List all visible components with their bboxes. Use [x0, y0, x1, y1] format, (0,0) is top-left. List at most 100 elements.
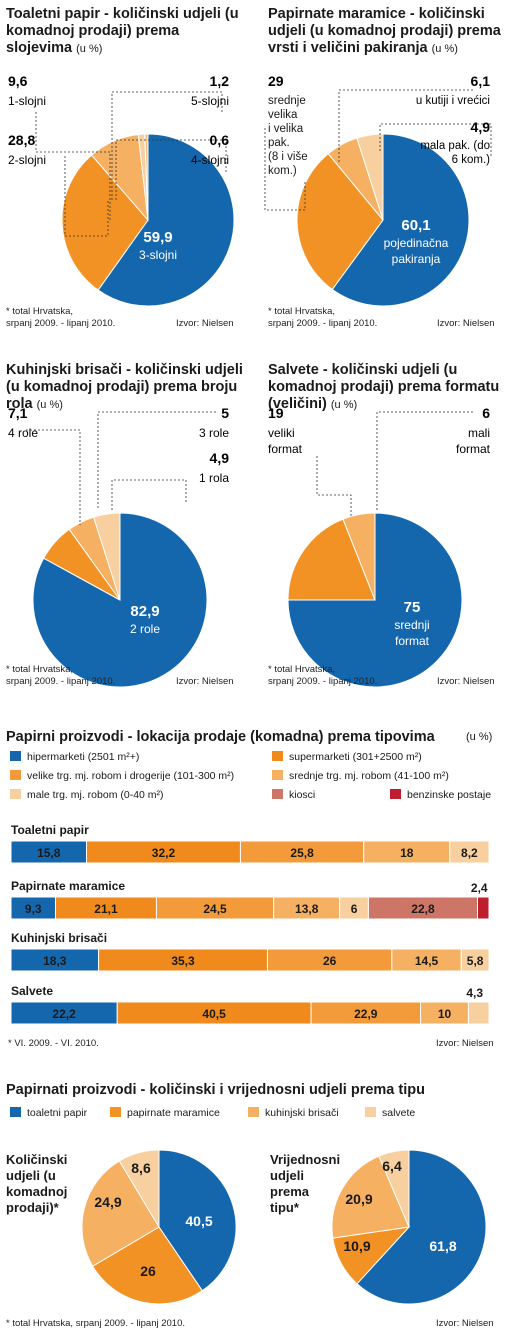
brisaci-title: Kuhinjski brisači - količinski udjeli (u… — [6, 362, 243, 412]
legend-toaletni: toaletni papir — [10, 1107, 87, 1119]
svg-text:pak.: pak. — [268, 137, 290, 149]
vrijednosni-val-1: 61,8 — [429, 1238, 456, 1254]
bar-value-label: 22,9 — [354, 1007, 378, 1021]
legend-kiosci: kiosci — [272, 789, 315, 801]
salvete-pie-chart: 19 veliki format 6 mali format 75 srednj… — [268, 405, 491, 688]
bar-value-label: 2,4 — [471, 881, 488, 895]
kolicinski-val-4: 8,6 — [131, 1160, 151, 1176]
salvete-note: * total Hrvatska, srpanj 2009. - lipanj 2… — [268, 664, 378, 687]
bar-segment — [460, 948, 490, 972]
kolicinski-val-2: 26 — [140, 1263, 156, 1279]
salvete-slice-2 — [287, 518, 376, 601]
svg-text:kom.): kom.) — [268, 165, 297, 177]
legend-supermarketi: supermarketi (301+2500 m²) — [272, 751, 422, 763]
bar-value-label: 14,5 — [415, 954, 439, 968]
bar-value-label: 5,8 — [467, 954, 484, 968]
toaletni-lab-1: 1-slojni — [8, 94, 46, 108]
maramice-lab-main-a: pojedinačna — [384, 236, 449, 250]
bar-value-label: 40,5 — [202, 1007, 226, 1021]
brisaci-lab-4: 1 rola — [199, 471, 229, 485]
vrijednosni-val-2: 10,9 — [343, 1238, 370, 1254]
toaletni-slice-5 — [144, 133, 149, 221]
bar-value-label: 18 — [400, 846, 414, 860]
salvete-lab-main-b: format — [395, 634, 430, 648]
maramice-val-4: 4,9 — [471, 119, 491, 135]
lokacija-legend: hipermarketi (2501 m²+) supermarketi (30… — [10, 751, 500, 811]
bar-value-label: 22,8 — [411, 902, 435, 916]
salvete-slice-1 — [287, 512, 463, 688]
kolicinski-title: Količinski udjeli (u komadnoj prodaji)* — [6, 1152, 68, 1215]
vrijednosni-slice-1 — [356, 1149, 487, 1305]
toaletni-lab-2: 2-slojni — [8, 153, 46, 167]
brisaci-lab-3: 3 role — [199, 426, 229, 440]
lokacija-bar-chart: Toaletni papir 15,8 32,2 25,8 18 8,2 Papirnate… — [10, 823, 490, 1025]
salvete-lab-3b: format — [456, 442, 491, 456]
toaletni-source: Izvor: Nielsen — [176, 318, 234, 329]
maramice-lab-4b: 6 kom.) — [452, 154, 491, 166]
toaletni-lab-main: 3-slojni — [139, 248, 177, 262]
brisaci-val-main: 82,9 — [130, 603, 159, 620]
legend-srednje: srednje trg. mj. robom (41-100 m²) — [272, 770, 449, 782]
lokacija-title: Papirni proizvodi - lokacija prodaje (ko… — [6, 729, 435, 745]
vrijednosni-pie-chart: 61,8 10,9 20,9 6,4 — [331, 1149, 487, 1305]
maramice-slice-4 — [356, 133, 384, 221]
bar-value-label: 35,3 — [171, 954, 195, 968]
svg-text:i velika: i velika — [268, 123, 304, 135]
bar-category-label: Kuhinjski brisači — [11, 931, 107, 945]
legend-benzinske: benzinske postaje — [390, 789, 491, 801]
salvete-lab-main-a: srednji — [394, 618, 429, 632]
maramice-lab-4a: mala pak. (do — [420, 140, 490, 152]
bar-value-label: 21,1 — [94, 902, 118, 916]
maramice-lab-main-b: pakiranja — [392, 252, 441, 266]
kolicinski-slice-2 — [92, 1226, 203, 1305]
toaletni-val-5: 1,2 — [210, 73, 230, 89]
udjeli-legend: toaletni papir papirnate maramice kuhinj… — [10, 1107, 500, 1123]
maramice-lab-3: u kutiji i vrećici — [416, 95, 490, 107]
toaletni-val-4: 0,6 — [210, 132, 230, 148]
bar-value-label: 6 — [351, 902, 358, 916]
lokacija-source: Izvor: Nielsen — [436, 1038, 494, 1049]
legend-salvete: salvete — [365, 1107, 415, 1119]
toaletni-note: * total Hrvatska, srpanj 2009. - lipanj 2… — [6, 306, 116, 329]
bottom-source: Izvor: Nielsen — [436, 1318, 494, 1329]
bar-value-label: 26 — [323, 954, 337, 968]
bar-segment — [477, 896, 490, 920]
bar-value-label: 8,2 — [461, 846, 478, 860]
toaletni-val-2: 28,8 — [8, 132, 35, 148]
bar-category-label: Salvete — [11, 984, 53, 998]
bar-value-label: 10 — [438, 1007, 452, 1021]
brisaci-slice-4 — [92, 512, 121, 601]
vrijednosni-val-3: 20,9 — [345, 1191, 372, 1207]
brisaci-pie-chart: 7,1 4 role 5 3 role 4,9 1 rola 82,9 2 ro… — [8, 405, 229, 688]
maramice-val-3: 6,1 — [471, 73, 491, 89]
maramice-slice-2 — [296, 152, 384, 291]
salvete-lab-2a: veliki — [268, 426, 295, 440]
svg-text:velika: velika — [268, 109, 298, 121]
salvete-source: Izvor: Nielsen — [437, 676, 495, 687]
legend-brisaci: kuhinjski brisači — [248, 1107, 339, 1119]
toaletni-pie-chart: 9,6 1-slojni 28,8 2-slojni 1,2 5-slojni … — [8, 73, 235, 307]
toaletni-slice-2 — [61, 154, 149, 291]
toaletni-title: Toaletni papir - količinski udjeli (u ko… — [6, 6, 239, 56]
bar-value-label: 25,8 — [290, 846, 314, 860]
maramice-title: Papirnate maramice - količinski udjeli (… — [268, 6, 501, 56]
bar-segment — [449, 840, 490, 864]
salvete-slice-3 — [342, 512, 376, 601]
bar-value-label: 4,3 — [466, 986, 483, 1000]
bar-segment — [467, 1001, 490, 1025]
brisaci-note: * total Hrvatska, srpanj 2009. - lipanj 2… — [6, 664, 116, 687]
bar-value-label: 18,3 — [43, 954, 67, 968]
kolicinski-val-1: 40,5 — [185, 1213, 212, 1229]
maramice-val-main: 60,1 — [401, 217, 430, 234]
toaletni-slice-1 — [97, 133, 235, 307]
vrijednosni-title: Vrijednosni udjeli prema tipu* — [270, 1152, 341, 1215]
legend-hipermarketi: hipermarketi (2501 m²+) — [10, 751, 139, 763]
maramice-val-2: 29 — [268, 73, 284, 89]
legend-maramice: papirnate maramice — [110, 1107, 220, 1119]
maramice-source: Izvor: Nielsen — [437, 318, 495, 329]
kolicinski-pie-chart: 40,5 26 24,9 8,6 — [81, 1149, 237, 1305]
toaletni-lab-4: 4-slojni — [191, 153, 229, 167]
lokacija-unit: (u %) — [466, 731, 493, 743]
salvete-val-3: 6 — [482, 405, 490, 421]
kolicinski-val-3: 24,9 — [94, 1194, 121, 1210]
